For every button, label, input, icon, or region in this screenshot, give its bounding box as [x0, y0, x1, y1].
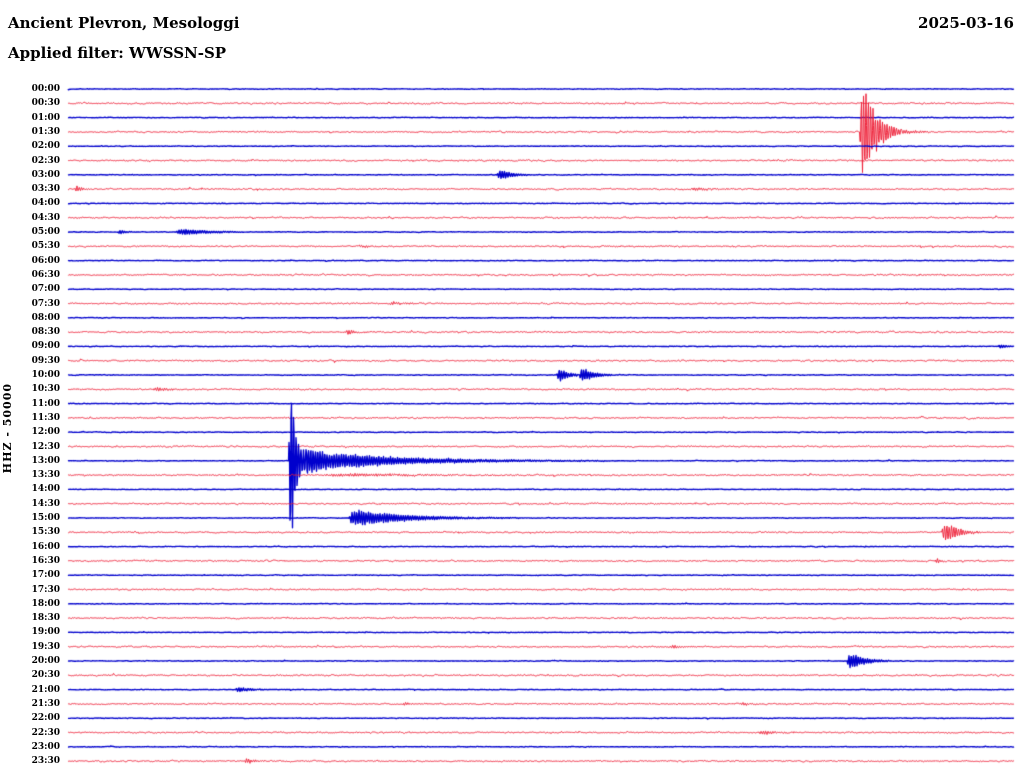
helicorder-page: Ancient Plevron, Mesologgi 2025-03-16 Ap…	[0, 0, 1024, 780]
seismogram-canvas	[0, 0, 1024, 780]
